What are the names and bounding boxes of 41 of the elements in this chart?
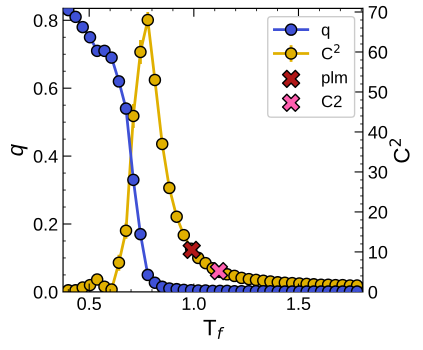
point (156, 138, 168, 150)
y2-tick-label: 10 (369, 246, 388, 259)
point (120, 102, 132, 115)
point (76, 20, 89, 34)
y2-tick-label: 40 (368, 126, 388, 139)
y2-tick-label: 20 (368, 206, 388, 219)
y2-axis-title: C$^{2}$ (389, 138, 410, 162)
point (148, 74, 162, 86)
point (210, 262, 228, 280)
y2-tick-label: 30 (368, 166, 388, 179)
y-axis-title: q (10, 144, 28, 156)
y2-tick-label: 50 (368, 86, 388, 99)
y2-tick-label: 70 (368, 6, 388, 19)
point (90, 273, 104, 286)
x-axis-title: T$_{f}$ (203, 320, 224, 339)
y-tick-label: 0.4 (34, 150, 58, 163)
legend-label: C2 (322, 95, 342, 108)
point (84, 31, 96, 44)
legend-label: C$^{2}$ (322, 44, 340, 60)
point (134, 46, 147, 58)
x-tick-label: 1.5 (287, 297, 310, 310)
point (105, 51, 118, 64)
y-tick-label: 0.8 (34, 14, 58, 28)
y-tick-label: 0.2 (34, 218, 58, 231)
point (69, 10, 82, 24)
point (112, 256, 126, 269)
y2-tick-label: 60 (368, 46, 388, 59)
point (112, 75, 126, 88)
point (182, 240, 201, 260)
point (163, 182, 176, 194)
legend-label: q (322, 26, 330, 39)
x-tick-label: 0.5 (77, 297, 101, 310)
point (142, 14, 154, 26)
point (178, 228, 190, 242)
y-tick-label: 0.6 (34, 82, 58, 95)
point (170, 210, 183, 223)
legend-label: plm (322, 71, 347, 87)
y-tick-label: 0.0 (34, 286, 58, 299)
y2-tick-label: 0 (368, 286, 378, 299)
point (120, 224, 132, 237)
x-tick-label: 1.0 (182, 297, 206, 310)
